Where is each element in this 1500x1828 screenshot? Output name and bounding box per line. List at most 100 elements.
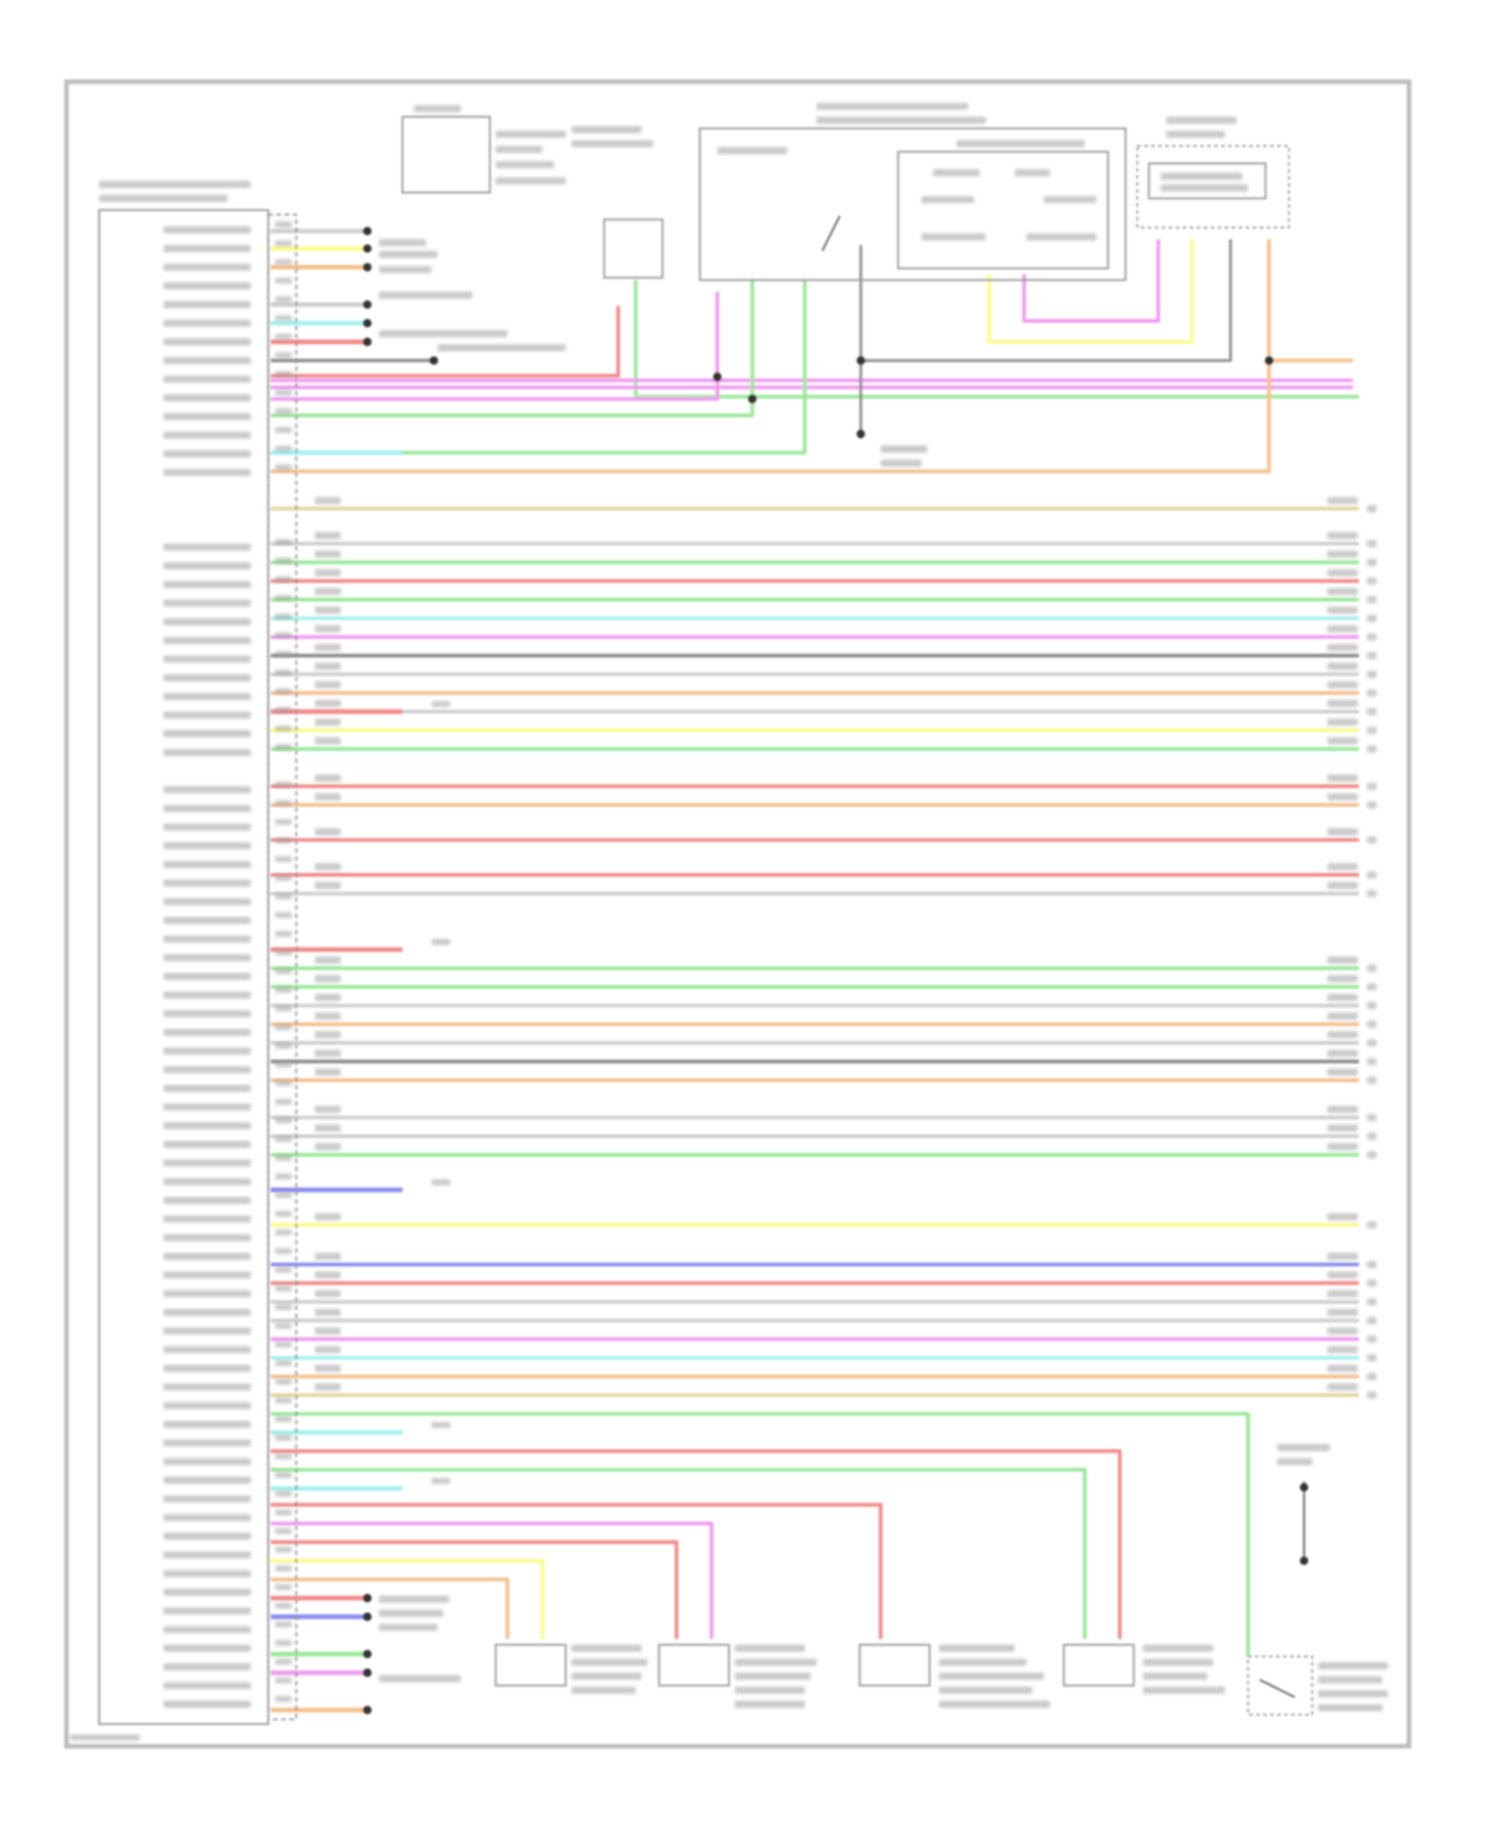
illegible-label — [163, 1682, 251, 1690]
illegible-label — [1367, 577, 1377, 585]
splice-dot — [363, 319, 372, 328]
darkgray-wire — [860, 239, 1232, 362]
illegible-label — [314, 828, 341, 836]
illegible-label — [1043, 196, 1097, 204]
illegible-label — [275, 725, 292, 732]
illegible-label — [314, 774, 341, 782]
illegible-label — [275, 1528, 292, 1534]
illegible-label — [1367, 670, 1377, 678]
illegible-label — [1367, 1279, 1377, 1287]
illegible-label — [1367, 652, 1377, 660]
orange-wire — [270, 239, 1271, 474]
illegible-label — [163, 1383, 251, 1391]
illegible-label — [314, 993, 341, 1001]
illegible-label — [275, 744, 292, 751]
door-switch — [1247, 1655, 1314, 1716]
illegible-label — [275, 893, 292, 900]
illegible-label — [1327, 681, 1358, 689]
illegible-label — [163, 562, 251, 570]
illegible-label — [571, 1658, 648, 1666]
illegible-label — [314, 1383, 341, 1391]
illegible-label — [163, 1327, 251, 1335]
illegible-label — [314, 643, 341, 651]
magenta-wire — [1022, 239, 1161, 323]
red-wire — [270, 1449, 1122, 1639]
illegible-label — [69, 1734, 140, 1741]
illegible-label — [275, 949, 292, 956]
illegible-label — [275, 445, 292, 452]
illegible-label — [275, 296, 292, 303]
splice-dot — [1264, 356, 1274, 365]
illegible-label — [1367, 782, 1377, 790]
illegible-label — [734, 1686, 805, 1694]
illegible-label — [314, 793, 341, 801]
illegible-label — [1367, 890, 1377, 898]
illegible-label — [1143, 1672, 1208, 1680]
switch-assembly — [698, 127, 1127, 281]
illegible-label — [163, 692, 251, 700]
illegible-label — [275, 856, 292, 863]
illegible-label — [163, 730, 251, 738]
illegible-label — [275, 333, 292, 340]
illegible-label — [275, 557, 292, 564]
illegible-label — [414, 105, 461, 113]
illegible-label — [163, 394, 251, 402]
illegible-label — [314, 569, 341, 577]
illegible-label — [163, 1495, 251, 1503]
component-layer — [98, 115, 1314, 1726]
illegible-label — [1367, 540, 1377, 548]
illegible-label — [1327, 1290, 1358, 1298]
illegible-label — [163, 842, 251, 850]
illegible-label — [275, 1677, 292, 1684]
illegible-label — [1367, 871, 1377, 879]
illegible-label — [921, 196, 974, 204]
illegible-label — [275, 576, 292, 583]
illegible-label — [163, 1663, 251, 1671]
illegible-label — [99, 194, 228, 202]
illegible-label — [275, 1546, 292, 1553]
illegible-label — [1367, 1391, 1377, 1399]
illegible-label — [1367, 1221, 1377, 1229]
illegible-label — [1367, 708, 1377, 716]
illegible-label — [1367, 1076, 1377, 1084]
illegible-label — [275, 968, 292, 975]
illegible-label — [880, 445, 928, 453]
illegible-label — [163, 991, 251, 999]
illegible-label — [314, 1031, 341, 1039]
illegible-label — [275, 1005, 292, 1012]
illegible-label — [163, 1271, 251, 1279]
power-window-switch-inner — [1147, 162, 1267, 200]
illegible-label — [1367, 1372, 1377, 1380]
illegible-label — [275, 408, 292, 415]
illegible-label — [275, 1210, 292, 1217]
illegible-label — [431, 939, 451, 945]
illegible-label — [163, 1532, 251, 1540]
illegible-label — [314, 625, 341, 633]
illegible-label — [1327, 606, 1358, 614]
illegible-label — [1367, 983, 1377, 991]
illegible-label — [275, 259, 292, 265]
illegible-label — [163, 786, 251, 794]
illegible-label — [1367, 1002, 1377, 1010]
splice-dot — [713, 372, 722, 382]
illegible-label — [1318, 1690, 1389, 1698]
illegible-label — [275, 389, 292, 396]
illegible-label — [1327, 1252, 1358, 1260]
illegible-label — [275, 464, 292, 471]
splice-dot — [748, 394, 757, 404]
illegible-label — [275, 1098, 292, 1105]
illegible-label — [1327, 497, 1358, 505]
illegible-label — [163, 357, 251, 365]
illegible-label — [938, 1700, 1050, 1708]
illegible-label — [275, 1397, 292, 1404]
orange-wire — [270, 1577, 510, 1639]
illegible-label — [163, 860, 251, 868]
illegible-label — [275, 539, 292, 545]
illegible-label — [163, 1514, 251, 1522]
illegible-label — [163, 823, 251, 831]
illegible-label — [1367, 558, 1377, 566]
module-connector — [267, 213, 298, 1721]
illegible-label — [1327, 718, 1358, 726]
splice-dot — [363, 1668, 372, 1677]
illegible-label — [1327, 1068, 1358, 1076]
